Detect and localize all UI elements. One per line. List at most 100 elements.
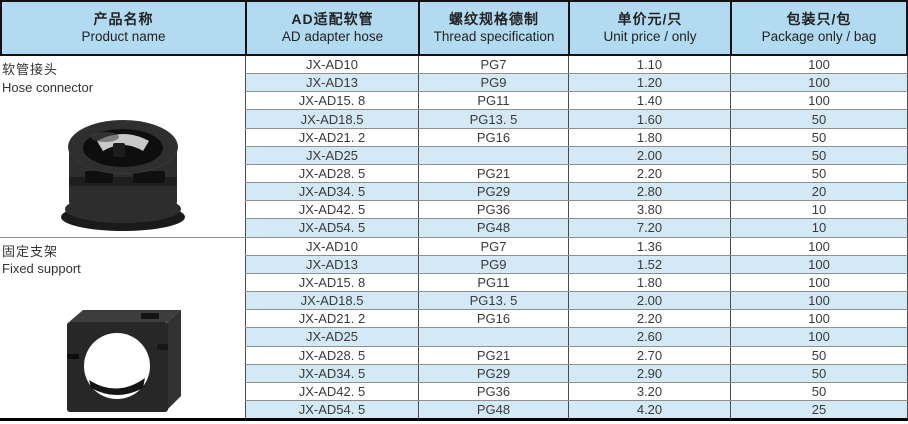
- table-row: JX-AD13 PG9 1.20 100: [245, 74, 908, 93]
- thread-cell: PG7: [418, 56, 568, 74]
- table-row: JX-AD28. 5 PG21 2.20 50: [245, 164, 908, 184]
- product-section-fixed-support: 固定支架 Fixed support: [0, 238, 245, 419]
- package-cell: 25: [730, 400, 908, 419]
- package-cell: 50: [730, 146, 908, 164]
- model-cell: JX-AD15. 8: [245, 273, 418, 292]
- package-cell: 50: [730, 382, 908, 400]
- thread-cell: PG29: [418, 364, 568, 382]
- header-package-zh: 包装只/包: [786, 11, 852, 28]
- table-row: JX-AD15. 8 PG11 1.40 100: [245, 92, 908, 111]
- model-cell: JX-AD34. 5: [245, 183, 418, 201]
- header-ad-adapter-hose-en: AD adapter hose: [281, 29, 384, 45]
- price-cell: 2.20: [568, 310, 730, 328]
- package-cell: 100: [730, 273, 908, 292]
- header-package: 包装只/包 Package only / bag: [730, 2, 908, 54]
- price-cell: 1.80: [568, 273, 730, 292]
- price-cell: 1.52: [568, 255, 730, 273]
- package-cell: 100: [730, 255, 908, 273]
- table-row: JX-AD21. 2 PG16 1.80 50: [245, 128, 908, 147]
- model-cell: JX-AD42. 5: [245, 382, 418, 400]
- price-cell: 2.90: [568, 364, 730, 382]
- model-cell: JX-AD21. 2: [245, 128, 418, 146]
- thread-cell: PG48: [418, 400, 568, 419]
- package-cell: 50: [730, 364, 908, 382]
- model-cell: JX-AD54. 5: [245, 219, 418, 237]
- table-row: JX-AD42. 5 PG36 3.80 10: [245, 201, 908, 220]
- thread-cell: PG7: [418, 237, 568, 255]
- product-name-en: Fixed support: [2, 261, 81, 277]
- package-cell: 50: [730, 128, 908, 146]
- table-body: 软管接头 Hose connector: [0, 56, 908, 421]
- price-cell: 1.80: [568, 128, 730, 146]
- table-row: JX-AD34. 5 PG29 2.80 20: [245, 183, 908, 202]
- package-cell: 100: [730, 237, 908, 255]
- header-unit-price-zh: 单价元/只: [617, 11, 683, 28]
- package-cell: 100: [730, 74, 908, 92]
- package-cell: 50: [730, 164, 908, 183]
- price-cell: 2.60: [568, 328, 730, 346]
- thread-cell: PG11: [418, 92, 568, 110]
- model-cell: JX-AD13: [245, 74, 418, 92]
- data-grid: JX-AD10 PG7 1.10 100 JX-AD13 PG9 1.20 10…: [245, 56, 908, 419]
- thread-cell: PG21: [418, 164, 568, 183]
- product-name-en: Hose connector: [2, 79, 94, 95]
- price-cell: 1.10: [568, 56, 730, 74]
- package-cell: 10: [730, 219, 908, 237]
- price-cell: 1.36: [568, 237, 730, 255]
- header-thread-specification: 螺纹规格德制 Thread specification: [418, 2, 568, 54]
- model-cell: JX-AD21. 2: [245, 310, 418, 328]
- thread-cell: PG9: [418, 255, 568, 273]
- product-name-zh: 软管接头: [2, 62, 59, 77]
- table-header: 产品名称 Product name AD适配软管 AD adapter hose…: [0, 0, 908, 56]
- package-cell: 100: [730, 292, 908, 310]
- price-cell: 3.20: [568, 382, 730, 400]
- fixed-support-photo: [66, 310, 181, 412]
- thread-cell: PG13. 5: [418, 292, 568, 310]
- model-cell: JX-AD28. 5: [245, 346, 418, 364]
- table-row: JX-AD10 PG7 1.10 100: [245, 56, 908, 75]
- header-thread-specification-en: Thread specification: [433, 29, 555, 45]
- thread-cell: PG29: [418, 183, 568, 201]
- price-cell: 1.40: [568, 92, 730, 110]
- thread-cell: [418, 328, 568, 346]
- price-cell: 7.20: [568, 219, 730, 237]
- product-label: 固定支架 Fixed support: [0, 238, 245, 278]
- table-row: JX-AD10 PG7 1.36 100: [245, 237, 908, 256]
- model-cell: JX-AD13: [245, 255, 418, 273]
- price-cell: 2.20: [568, 164, 730, 183]
- package-cell: 100: [730, 328, 908, 346]
- table-row: JX-AD18.5 PG13. 5 1.60 50: [245, 110, 908, 129]
- header-ad-adapter-hose-zh: AD适配软管: [291, 11, 374, 28]
- table-row: JX-AD13 PG9 1.52 100: [245, 255, 908, 274]
- header-product-name: 产品名称 Product name: [0, 2, 245, 54]
- model-cell: JX-AD25: [245, 146, 418, 164]
- thread-cell: PG11: [418, 273, 568, 292]
- product-label: 软管接头 Hose connector: [0, 56, 245, 96]
- header-product-name-en: Product name: [81, 29, 166, 45]
- header-unit-price-en: Unit price / only: [603, 29, 697, 45]
- header-package-en: Package only / bag: [761, 29, 877, 45]
- product-section-hose-connector: 软管接头 Hose connector: [0, 56, 245, 238]
- thread-cell: PG21: [418, 346, 568, 364]
- table-row: JX-AD25 2.60 100: [245, 328, 908, 347]
- table-row: JX-AD21. 2 PG16 2.20 100: [245, 310, 908, 329]
- price-cell: 2.00: [568, 146, 730, 164]
- package-cell: 50: [730, 346, 908, 364]
- price-cell: 1.20: [568, 74, 730, 92]
- price-cell: 1.60: [568, 110, 730, 128]
- thread-cell: PG13. 5: [418, 110, 568, 128]
- price-cell: 4.20: [568, 400, 730, 419]
- model-cell: JX-AD18.5: [245, 292, 418, 310]
- thread-cell: PG9: [418, 74, 568, 92]
- price-cell: 2.00: [568, 292, 730, 310]
- product-name-zh: 固定支架: [2, 243, 59, 259]
- package-cell: 20: [730, 183, 908, 201]
- header-ad-adapter-hose: AD适配软管 AD adapter hose: [245, 2, 418, 54]
- model-cell: JX-AD42. 5: [245, 201, 418, 219]
- header-thread-specification-zh: 螺纹规格德制: [449, 11, 539, 28]
- package-cell: 10: [730, 201, 908, 219]
- model-cell: JX-AD15. 8: [245, 92, 418, 110]
- model-cell: JX-AD18.5: [245, 110, 418, 128]
- product-column: 软管接头 Hose connector: [0, 56, 245, 418]
